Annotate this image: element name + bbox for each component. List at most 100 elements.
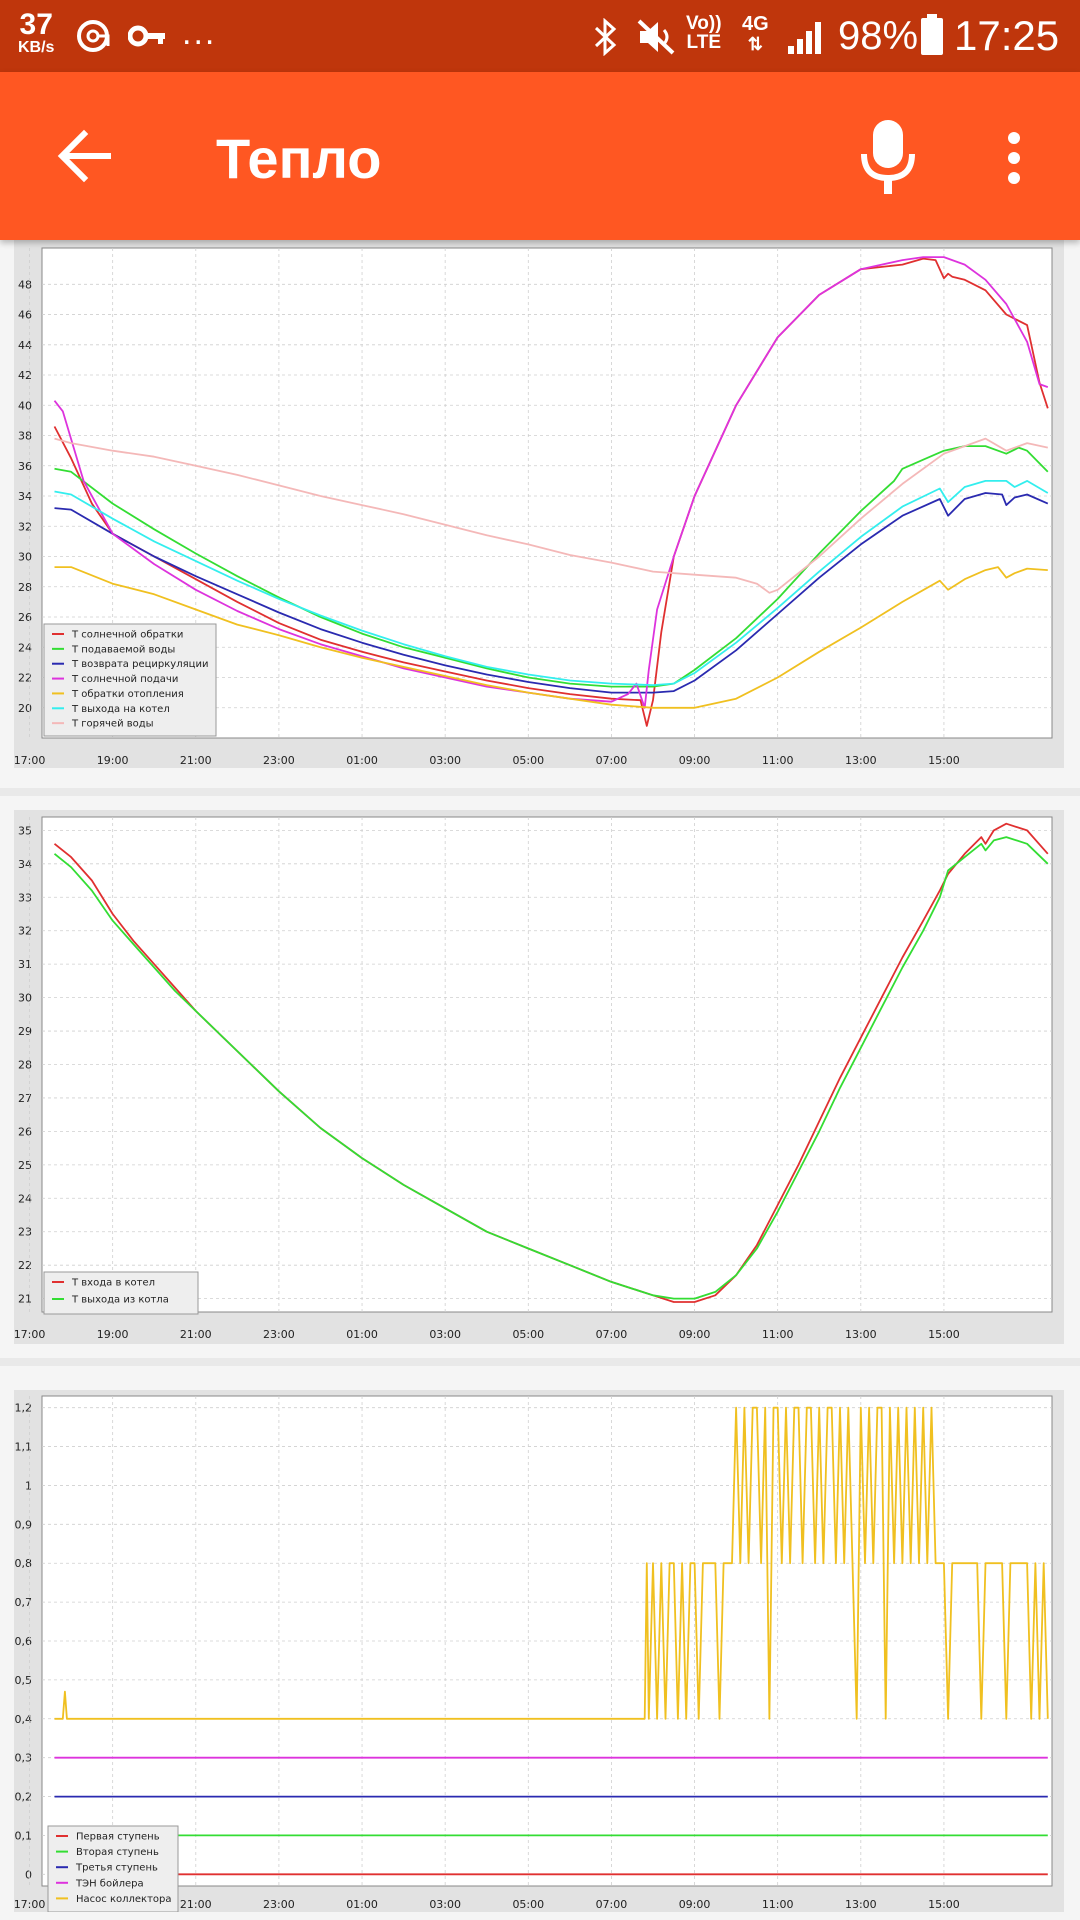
chart-1-x-tick-label: 13:00	[845, 754, 877, 767]
chart-card-3: 00,10,20,30,40,50,60,70,80,911,11,219:00…	[0, 1366, 1080, 1920]
chart-3-x-tick-label: 07:00	[596, 1898, 628, 1911]
chart-3-legend-label: Третья ступень	[75, 1863, 158, 1874]
chart-2-x-tick-label: 21:00	[180, 1328, 212, 1341]
chart-2-x-tick-label: 23:00	[263, 1328, 295, 1341]
chart-1-legend	[43, 623, 217, 737]
chart-1-y-tick-label: 22	[18, 672, 32, 685]
chart-2-y-tick-label: 33	[18, 891, 32, 904]
chart-1-y-tick-label: 38	[18, 430, 32, 443]
chart-2-y-tick-label: 21	[18, 1293, 32, 1306]
chart-1-x-tick-label: 17:00	[14, 754, 45, 767]
battery-icon	[920, 14, 944, 61]
chart-3-y-tick-label: 0,3	[15, 1752, 33, 1765]
chart-3-x-tick-label: 15:00	[928, 1898, 960, 1911]
network-speed-value: 37	[19, 8, 53, 41]
chart-3-y-tick-label: 0,8	[15, 1557, 33, 1570]
chart-3-y-tick-label: 0,7	[15, 1596, 33, 1609]
chart-2-x-tick-label: 07:00	[596, 1328, 628, 1341]
chart-1-y-tick-label: 42	[18, 369, 32, 382]
chart-3-x-tick-label: 01:00	[346, 1898, 378, 1911]
chart-3-x-tick-label: 09:00	[679, 1898, 711, 1911]
chart-1-y-tick-label: 34	[18, 490, 32, 503]
chart-1-x-tick-label: 11:00	[762, 754, 794, 767]
chart-2-x-tick-label: 17:00	[14, 1328, 45, 1341]
chart-2-x-tick-label: 11:00	[762, 1328, 794, 1341]
chart-1-legend-label: Т возврата рециркуляции	[71, 659, 208, 670]
chart-1-series-line-4	[53, 256, 1049, 709]
chart-1-y-tick-label: 26	[18, 611, 32, 624]
chart-3-y-tick-label: 1,1	[15, 1441, 33, 1454]
chart-1-legend-label: Т солнечной обратки	[71, 630, 183, 641]
chart-2-y-tick-label: 32	[18, 925, 32, 938]
back-arrow-icon[interactable]	[56, 128, 112, 189]
chart-1[interactable]: 20 22 24 26 28 30 32 34 36 38 40 42 44 46 48 19:00 21:00…	[14, 240, 1064, 768]
chart-1-y-tick-label: 28	[18, 581, 32, 594]
more-vert-icon[interactable]	[1002, 130, 1026, 191]
chart-2-y-tick-label: 24	[18, 1192, 32, 1205]
chart-1-y-tick-label: 30	[18, 551, 32, 564]
chart-1-legend-label: Т горячей воды	[71, 719, 154, 730]
chart-2-x-tick-label: 03:00	[429, 1328, 461, 1341]
volte-bottom: LTE	[686, 32, 721, 53]
chart-1-x-tick-label: 03:00	[429, 754, 461, 767]
chart-1-svg: 20 22 24 26 28 30 32 34 36 38 40 42 44 46 48 19:00 21:00…	[14, 247, 1053, 767]
vpn-key-icon	[127, 22, 168, 55]
chart-2-y-tick-label: 28	[18, 1059, 32, 1072]
chart-3-x-tick-label: 11:00	[762, 1898, 794, 1911]
chart-2-y-tick-label: 27	[18, 1092, 32, 1105]
chart-2-y-tick-label: 30	[18, 992, 32, 1005]
chart-1-y-tick-label: 46	[18, 309, 32, 322]
chart-2-x-tick-label: 19:00	[97, 1328, 129, 1341]
chart-2-svg: 21 22 23 24 25 26 27 28 29 30 31 32 33 34 35 19:00 21:00…	[14, 816, 1053, 1341]
4g-indicator: 4G ⇅	[742, 14, 769, 54]
chart-1-series-line-3	[54, 492, 1049, 694]
chart-2-x-tick-label: 01:00	[346, 1328, 378, 1341]
chart-1-x-tick-label: 01:00	[346, 754, 378, 767]
chart-3-svg: 00,10,20,30,40,50,60,70,80,911,11,219:00…	[14, 1395, 1053, 1912]
chart-3-legend	[47, 1825, 179, 1912]
chart-3-x-tick-label: 03:00	[429, 1898, 461, 1911]
chart-2-y-tick-label: 34	[18, 858, 32, 871]
chart-1-x-tick-label: 09:00	[679, 754, 711, 767]
sync-app-icon	[74, 18, 114, 59]
data-arrows-icon: ⇅	[747, 34, 763, 54]
chart-1-y-tick-label: 32	[18, 520, 32, 533]
chart-card-1: 20 22 24 26 28 30 32 34 36 38 40 42 44 46 48 19:00 21:00…	[0, 240, 1080, 788]
app-bar: Тепло	[0, 72, 1080, 240]
chart-3-y-tick-label: 0,4	[15, 1713, 33, 1726]
chart-2-legend-label: Т входа в котел	[71, 1278, 155, 1289]
volte-indicator: Vo)) LTE	[686, 14, 722, 52]
chart-3-y-tick-label: 0,5	[15, 1674, 33, 1687]
chart-2-y-tick-label: 35	[18, 824, 32, 837]
volte-top: Vo))	[686, 13, 722, 34]
chart-3-x-tick-label: 17:00	[14, 1898, 45, 1911]
chart-2-x-tick-label: 09:00	[679, 1328, 711, 1341]
microphone-icon[interactable]	[858, 118, 918, 203]
bluetooth-icon	[590, 17, 622, 61]
chart-2-y-tick-label: 25	[18, 1159, 32, 1172]
chart-3-legend-label: Вторая ступень	[76, 1847, 159, 1858]
chart-3[interactable]: 00,10,20,30,40,50,60,70,80,911,11,219:00…	[14, 1390, 1064, 1912]
chart-3-legend-label: Насос коллектора	[76, 1894, 172, 1905]
chart-3-series-line-5	[54, 1406, 1049, 1720]
chart-2-x-tick-label: 13:00	[845, 1328, 877, 1341]
chart-3-x-tick-label: 23:00	[263, 1898, 295, 1911]
chart-1-x-tick-label: 23:00	[263, 754, 295, 767]
chart-3-y-tick-label: 0,6	[15, 1635, 33, 1648]
chart-3-legend-label: ТЭН бойлера	[75, 1878, 144, 1889]
battery-percent: 98%	[838, 14, 919, 58]
chart-2[interactable]: 21 22 23 24 25 26 27 28 29 30 31 32 33 34 35 19:00 21:00…	[14, 810, 1064, 1344]
chart-1-y-tick-label: 44	[18, 339, 32, 352]
chart-1-series-line-1	[53, 257, 1049, 727]
chart-card-2: 21 22 23 24 25 26 27 28 29 30 31 32 33 34 35 19:00 21:00…	[0, 796, 1080, 1358]
chart-2-y-tick-label: 26	[18, 1125, 32, 1138]
chart-1-x-tick-label: 19:00	[97, 754, 129, 767]
chart-1-x-tick-label: 15:00	[928, 754, 960, 767]
chart-1-y-tick-label: 24	[18, 641, 32, 654]
chart-1-series-line-5	[54, 566, 1048, 709]
chart-2-legend	[43, 1271, 199, 1315]
chart-2-x-tick-label: 05:00	[512, 1328, 544, 1341]
chart-1-legend-label: Т выхода на котел	[71, 704, 170, 715]
chart-1-legend-label: Т подаваемой воды	[71, 644, 175, 655]
chart-1-y-tick-label: 48	[18, 278, 32, 291]
